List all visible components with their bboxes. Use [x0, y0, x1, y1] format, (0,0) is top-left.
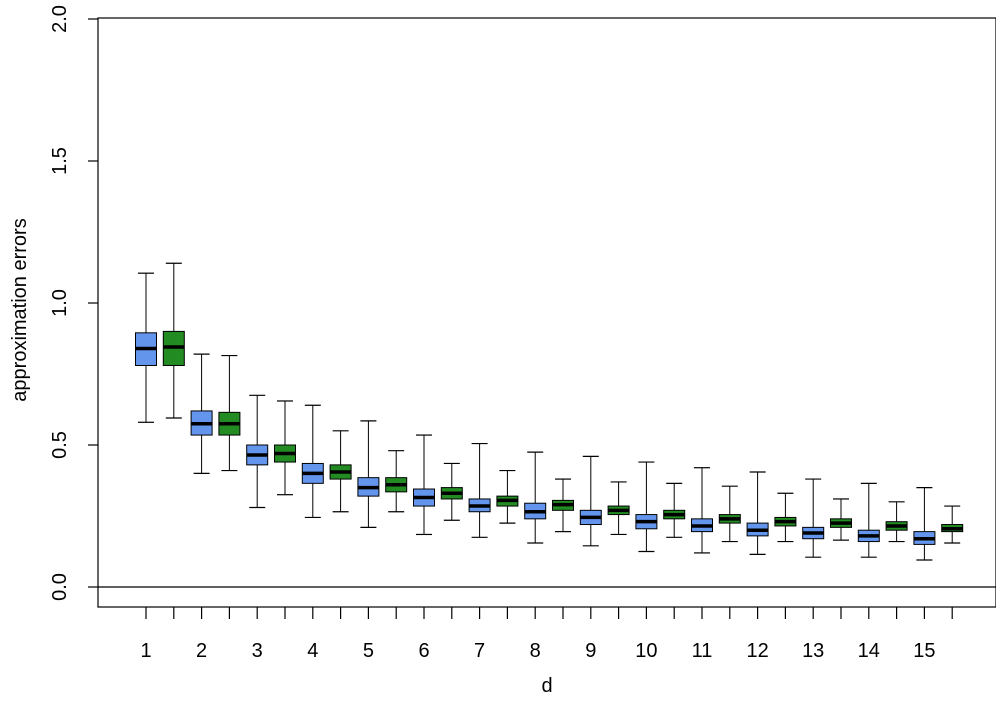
- box-2-2: [218, 354, 241, 472]
- box-8-2: [552, 478, 574, 533]
- x-tick-label: 7: [474, 640, 485, 662]
- x-tick-label: 4: [307, 640, 318, 662]
- box-8-1: [524, 451, 547, 544]
- x-tick-label: 12: [746, 640, 768, 662]
- x-tick-label: 11: [692, 640, 713, 662]
- box-12-2: [774, 492, 797, 543]
- box-10-2: [663, 482, 686, 538]
- box-3-2: [274, 400, 296, 496]
- box-15-1: [913, 487, 936, 561]
- x-tick-label: 5: [363, 640, 374, 662]
- boxes-group: [135, 262, 964, 561]
- x-axis-label: d: [541, 675, 552, 697]
- box-14-1: [857, 482, 880, 558]
- box-9-1: [579, 455, 602, 547]
- box-5-1: [357, 420, 380, 528]
- box-6-2: [440, 462, 463, 521]
- box-11-2: [718, 485, 741, 543]
- x-tick-label: 3: [252, 640, 263, 662]
- box-13-1: [802, 478, 825, 558]
- x-tick-label: 14: [858, 640, 880, 662]
- box-12-1: [746, 471, 769, 555]
- y-axis: 0.0 0.5 1.0 1.5 2.0: [49, 5, 98, 601]
- box-1-2: [162, 262, 185, 419]
- box-3-1: [246, 394, 269, 509]
- plot-frame: [97, 17, 996, 608]
- y-tick-label: 1.0: [49, 289, 71, 317]
- y-tick-label: 1.5: [49, 147, 71, 175]
- x-tick-label: 6: [418, 640, 429, 662]
- box-7-1: [468, 442, 491, 538]
- x-tick-label: 8: [530, 640, 541, 662]
- x-tick-label: 1: [140, 640, 151, 662]
- x-tick-label: 10: [635, 640, 657, 662]
- y-tick-label: 0.5: [49, 431, 71, 459]
- x-axis: 1 2 3 4 5 6 7 8 9 10 11 12 13 14 15: [140, 607, 953, 662]
- box-13-2: [830, 498, 852, 541]
- y-tick-label: 2.0: [49, 5, 71, 33]
- box-15-2: [941, 505, 964, 544]
- x-tick-label: 9: [585, 640, 596, 662]
- box-14-2: [885, 501, 908, 543]
- box-11-1: [691, 467, 713, 554]
- box-1-1: [135, 272, 157, 423]
- x-tick-label: 13: [802, 640, 824, 662]
- box-4-1: [301, 404, 324, 519]
- box-7-2: [496, 469, 519, 524]
- box-4-2: [329, 430, 352, 513]
- box-10-1: [635, 461, 658, 553]
- x-tick-label: 15: [913, 640, 935, 662]
- x-tick-label: 2: [196, 640, 207, 662]
- box-5-2: [385, 450, 408, 513]
- y-axis-label: approximation errors: [9, 218, 31, 401]
- y-tick-label: 0.0: [49, 573, 71, 601]
- box-9-2: [607, 481, 630, 536]
- box-2-1: [190, 353, 213, 474]
- box-6-1: [413, 434, 435, 536]
